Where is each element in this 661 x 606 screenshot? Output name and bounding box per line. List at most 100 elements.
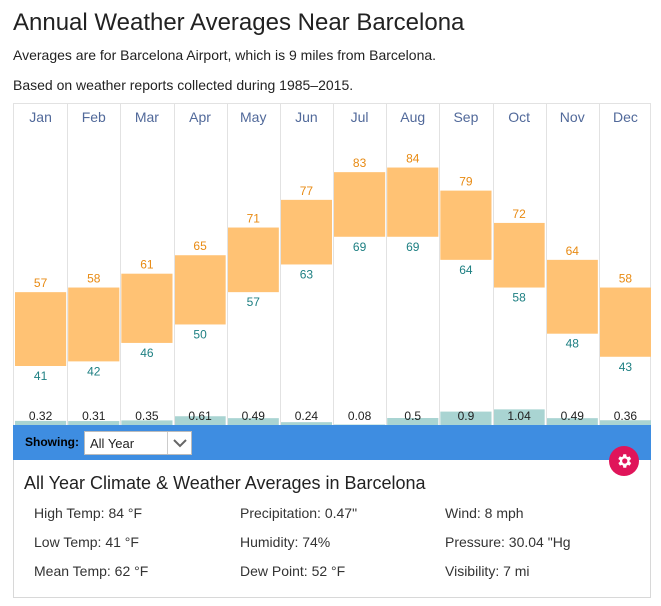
- period-select-value: All Year: [90, 436, 135, 451]
- month-label: Sep: [453, 109, 478, 125]
- high-temp-label: 65: [193, 239, 207, 253]
- low-temp-label: 69: [406, 240, 420, 254]
- month-label: Aug: [400, 109, 425, 125]
- low-temp-label: 42: [87, 364, 101, 378]
- month-label: Jul: [351, 109, 369, 125]
- column-divider: [226, 104, 228, 425]
- stat-visibility: Visibility: 7 mi: [445, 563, 530, 579]
- high-temp-label: 57: [34, 276, 48, 290]
- stat-low-temp: Low Temp: 41 °F: [34, 534, 139, 550]
- weather-chart-svg: Jan 57 41 0.32 Feb 58 42 0.31 Mar 61 46 0.35 Apr 65 50…: [15, 109, 651, 426]
- column-divider: [545, 104, 547, 425]
- precip-bar: [440, 411, 492, 426]
- temp-range-bar: [68, 287, 120, 362]
- column-divider: [598, 104, 600, 425]
- precip-bar: [280, 422, 332, 426]
- low-temp-label: 57: [247, 295, 261, 309]
- precip-label: 0.49: [561, 409, 585, 423]
- summary-title: All Year Climate & Weather Averages in B…: [24, 473, 426, 493]
- month-label: Feb: [82, 109, 106, 125]
- precip-label: 0.9: [458, 409, 475, 423]
- high-temp-label: 83: [353, 156, 367, 170]
- gear-icon: [618, 454, 632, 468]
- precip-label: 0.49: [242, 409, 266, 423]
- low-temp-label: 50: [193, 327, 207, 341]
- page-title: Annual Weather Averages Near Barcelona: [13, 9, 465, 36]
- high-temp-label: 64: [566, 244, 580, 258]
- column-divider: [279, 104, 281, 425]
- high-temp-label: 84: [406, 152, 420, 166]
- precip-label: 0.36: [614, 409, 638, 423]
- weather-chart: Jan 57 41 0.32 Feb 58 42 0.31 Mar 61 46 0.35 Apr 65 50…: [13, 103, 651, 426]
- column-divider: [67, 104, 69, 425]
- temp-range-bar: [493, 222, 545, 288]
- high-temp-label: 58: [87, 272, 101, 286]
- subtitle-period: Based on weather reports collected durin…: [13, 77, 354, 93]
- precip-bar: [227, 418, 279, 426]
- high-temp-label: 72: [512, 207, 526, 221]
- precip-label: 0.32: [29, 409, 53, 423]
- high-temp-label: 58: [619, 272, 633, 286]
- temp-range-bar: [121, 273, 173, 343]
- month-label: Oct: [508, 109, 530, 125]
- low-temp-label: 48: [566, 337, 580, 351]
- temp-range-bar: [599, 287, 651, 357]
- temp-range-bar: [387, 167, 439, 237]
- low-temp-label: 46: [140, 346, 154, 360]
- month-label: Jan: [29, 109, 52, 125]
- period-select[interactable]: All Year: [84, 431, 192, 455]
- precip-bar: [15, 420, 67, 426]
- column-divider: [173, 104, 175, 425]
- high-temp-label: 79: [459, 175, 473, 189]
- precip-label: 0.5: [404, 409, 421, 423]
- precip-bar: [121, 420, 173, 426]
- month-label: Apr: [189, 109, 211, 125]
- high-temp-label: 71: [247, 212, 261, 226]
- stat-wind: Wind: 8 mph: [445, 505, 524, 521]
- settings-button[interactable]: [609, 446, 639, 476]
- stat-pressure: Pressure: 30.04 "Hg: [445, 534, 571, 550]
- precip-label: 0.31: [82, 409, 106, 423]
- summary-panel: All Year Climate & Weather Averages in B…: [13, 460, 651, 598]
- low-temp-label: 58: [512, 291, 526, 305]
- precip-label: 0.24: [295, 409, 319, 423]
- month-label: Mar: [135, 109, 159, 125]
- low-temp-label: 43: [619, 360, 633, 374]
- stat-mean-temp: Mean Temp: 62 °F: [34, 563, 149, 579]
- stat-high-temp: High Temp: 84 °F: [34, 505, 143, 521]
- precip-bar: [68, 421, 120, 426]
- temp-range-bar: [280, 199, 332, 265]
- column-divider: [386, 104, 388, 425]
- temp-range-bar: [227, 227, 279, 293]
- low-temp-label: 69: [353, 240, 367, 254]
- high-temp-label: 77: [300, 184, 314, 198]
- showing-bar: Showing: All Year: [13, 425, 651, 460]
- temp-range-bar: [440, 190, 492, 260]
- precip-bar: [546, 418, 598, 426]
- temp-range-bar: [334, 172, 386, 237]
- column-divider: [492, 104, 494, 425]
- low-temp-label: 63: [300, 267, 314, 281]
- stat-humidity: Humidity: 74%: [240, 534, 331, 550]
- precip-label: 0.61: [188, 409, 212, 423]
- stat-dew-point: Dew Point: 52 °F: [240, 563, 346, 579]
- subtitle-airport: Averages are for Barcelona Airport, whic…: [13, 47, 437, 63]
- month-label: Jun: [295, 109, 318, 125]
- column-divider: [333, 104, 334, 425]
- precip-label: 1.04: [507, 409, 531, 423]
- precip-bar: [174, 416, 226, 426]
- temp-range-bar: [15, 292, 67, 366]
- precip-bar: [493, 409, 545, 426]
- month-label: Dec: [613, 109, 638, 125]
- precip-label: 0.08: [348, 409, 372, 423]
- column-divider: [120, 104, 122, 425]
- precip-bar: [599, 420, 651, 426]
- precip-label: 0.35: [135, 409, 159, 423]
- showing-label: Showing:: [25, 435, 79, 449]
- column-divider: [439, 104, 441, 425]
- precip-bar: [387, 418, 439, 426]
- high-temp-label: 61: [140, 258, 154, 272]
- chevron-down-icon[interactable]: [167, 432, 191, 454]
- temp-range-bar: [546, 259, 598, 334]
- month-label: May: [240, 109, 266, 125]
